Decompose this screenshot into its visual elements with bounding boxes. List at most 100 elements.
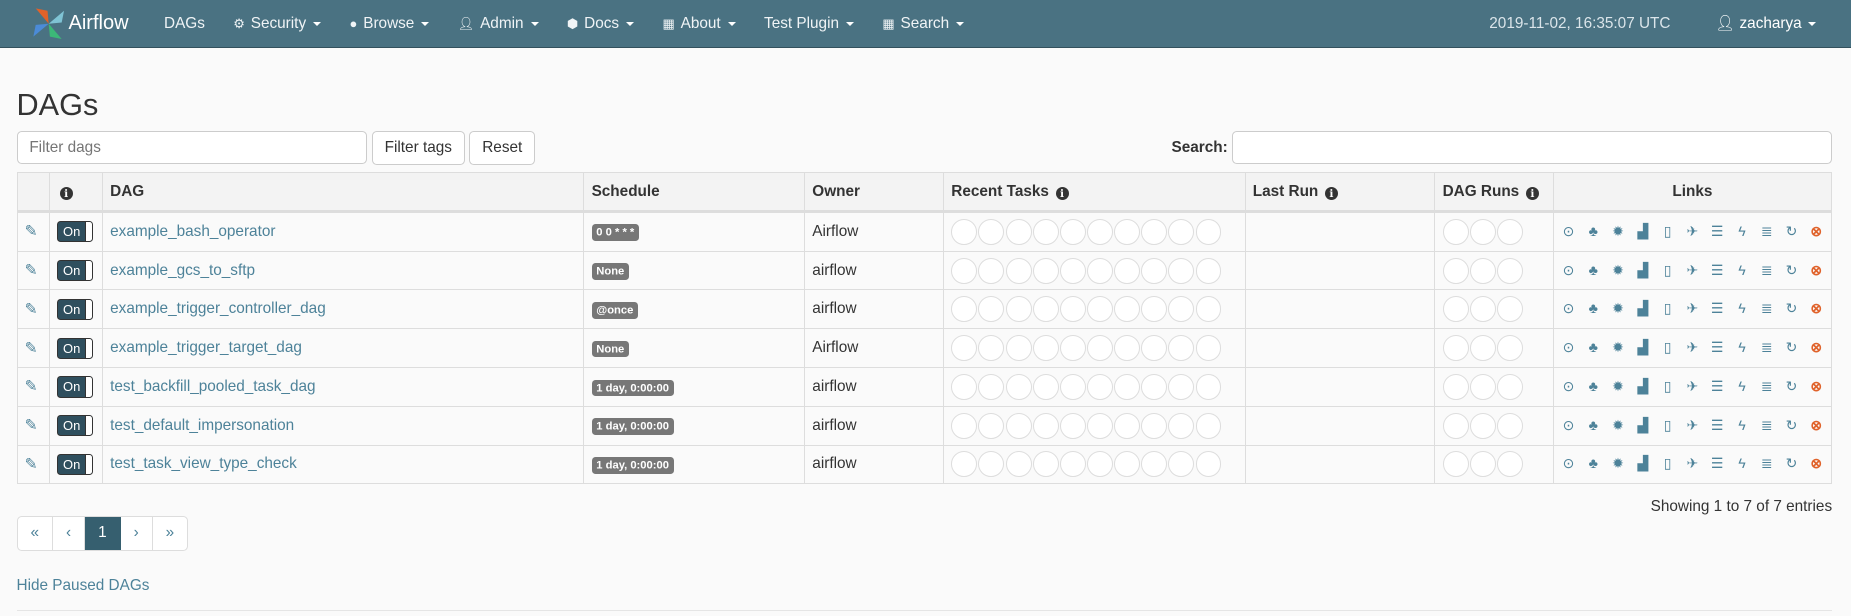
status-circle[interactable] — [951, 257, 978, 284]
last-page[interactable]: » — [165, 524, 175, 542]
tries-icon[interactable]: ☰ — [1710, 417, 1724, 434]
status-circle[interactable] — [1114, 335, 1141, 362]
status-circle[interactable] — [1032, 412, 1059, 439]
col-schedule[interactable]: Schedule — [583, 172, 806, 213]
status-circle[interactable] — [978, 412, 1005, 439]
refresh-icon[interactable]: ↻ — [1785, 417, 1798, 434]
status-circle[interactable] — [1032, 451, 1059, 478]
refresh-icon[interactable]: ↻ — [1785, 378, 1798, 395]
status-circle[interactable] — [1086, 296, 1113, 323]
status-circle[interactable] — [1059, 296, 1086, 323]
gantt-icon[interactable]: ✈ — [1686, 378, 1699, 395]
dag-toggle[interactable]: On — [57, 259, 93, 282]
status-circle[interactable] — [1442, 296, 1469, 323]
status-circle[interactable] — [1005, 412, 1032, 439]
gantt-icon[interactable]: ✈ — [1686, 301, 1699, 318]
trigger-dag-icon[interactable]: ⊙ — [1562, 456, 1575, 473]
status-circle[interactable] — [1141, 296, 1168, 323]
logs-icon[interactable]: ≣ — [1760, 262, 1773, 279]
dag-link[interactable]: test_default_impersonation — [110, 416, 295, 434]
status-circle[interactable] — [1496, 373, 1523, 400]
status-circle[interactable] — [1195, 218, 1222, 245]
tries-icon[interactable]: ☰ — [1710, 301, 1724, 318]
status-circle[interactable] — [978, 296, 1005, 323]
dag-toggle[interactable]: On — [57, 415, 93, 437]
code-icon[interactable]: ▯ — [1663, 301, 1672, 318]
status-circle[interactable] — [1032, 373, 1059, 400]
duration-icon[interactable]: ▟ — [1637, 223, 1649, 240]
edit-icon[interactable]: ✎ — [24, 417, 38, 435]
tree-view-icon[interactable]: ♣ — [1588, 456, 1598, 473]
status-circle[interactable] — [1114, 373, 1141, 400]
logs-icon[interactable]: ≣ — [1760, 417, 1773, 434]
status-circle[interactable] — [1195, 257, 1222, 284]
graph-view-icon[interactable]: ✹ — [1612, 340, 1625, 357]
filter-dags-input[interactable] — [16, 131, 368, 165]
status-circle[interactable] — [1032, 296, 1059, 323]
code-icon[interactable]: ▯ — [1663, 223, 1672, 240]
search-input[interactable] — [1232, 131, 1833, 165]
status-circle[interactable] — [1032, 257, 1059, 284]
code-icon[interactable]: ▯ — [1663, 340, 1672, 357]
col-owner[interactable]: Owner — [804, 172, 945, 213]
graph-view-icon[interactable]: ✹ — [1612, 262, 1625, 279]
user-menu[interactable]: 👤︎ zacharya — [1715, 14, 1816, 33]
refresh-icon[interactable]: ↻ — [1785, 301, 1798, 318]
dag-link[interactable]: test_task_view_type_check — [110, 455, 297, 473]
tree-view-icon[interactable]: ♣ — [1588, 262, 1598, 279]
first-page[interactable]: « — [18, 516, 54, 550]
status-circle[interactable] — [1032, 335, 1059, 362]
status-circle[interactable] — [1141, 218, 1168, 245]
status-circle[interactable] — [1195, 296, 1222, 323]
page-1[interactable]: 1 — [85, 516, 121, 550]
status-circle[interactable] — [1168, 412, 1195, 439]
tries-icon[interactable]: ☰ — [1710, 223, 1724, 240]
status-circle[interactable] — [1005, 373, 1032, 400]
status-circle[interactable] — [1114, 451, 1141, 478]
landing-times-icon[interactable]: ϟ — [1738, 262, 1746, 279]
tries-icon[interactable]: ☰ — [1710, 340, 1724, 357]
gantt-icon[interactable]: ✈ — [1686, 223, 1699, 240]
status-circle[interactable] — [1059, 373, 1086, 400]
status-circle[interactable] — [978, 257, 1005, 284]
status-circle[interactable] — [1442, 451, 1469, 478]
status-circle[interactable] — [1168, 257, 1195, 284]
status-circle[interactable] — [1086, 373, 1113, 400]
status-circle[interactable] — [1496, 218, 1523, 245]
refresh-icon[interactable]: ↻ — [1785, 223, 1798, 240]
landing-times-icon[interactable]: ϟ — [1738, 340, 1746, 357]
dag-toggle[interactable]: On — [57, 453, 93, 476]
duration-icon[interactable]: ▟ — [1637, 262, 1649, 279]
status-circle[interactable] — [1442, 218, 1469, 245]
status-circle[interactable] — [1496, 335, 1523, 362]
graph-view-icon[interactable]: ✹ — [1612, 301, 1625, 318]
gantt-icon[interactable]: ✈ — [1686, 262, 1699, 279]
logs-icon[interactable]: ≣ — [1760, 378, 1773, 395]
nav-dags[interactable]: DAGs — [164, 15, 205, 33]
status-circle[interactable] — [1141, 335, 1168, 362]
graph-view-icon[interactable]: ✹ — [1612, 417, 1625, 434]
status-circle[interactable] — [1032, 218, 1059, 245]
tree-view-icon[interactable]: ♣ — [1588, 340, 1598, 357]
status-circle[interactable] — [1005, 257, 1032, 284]
edit-icon[interactable]: ✎ — [24, 455, 38, 473]
delete-icon[interactable]: ⊗ — [1810, 223, 1823, 240]
graph-view-icon[interactable]: ✹ — [1612, 378, 1625, 395]
landing-times-icon[interactable]: ϟ — [1738, 417, 1746, 434]
delete-icon[interactable]: ⊗ — [1810, 378, 1823, 395]
edit-icon[interactable]: ✎ — [24, 262, 38, 280]
dag-toggle[interactable]: On — [57, 337, 93, 359]
tree-view-icon[interactable]: ♣ — [1588, 417, 1598, 434]
logs-icon[interactable]: ≣ — [1760, 223, 1773, 240]
tree-view-icon[interactable]: ♣ — [1588, 301, 1598, 318]
next-page[interactable]: › — [121, 516, 153, 550]
duration-icon[interactable]: ▟ — [1637, 456, 1649, 473]
graph-view-icon[interactable]: ✹ — [1612, 456, 1625, 473]
gantt-icon[interactable]: ✈ — [1686, 340, 1699, 357]
dag-link[interactable]: example_trigger_target_dag — [110, 339, 302, 357]
status-circle[interactable] — [1005, 296, 1032, 323]
edit-icon[interactable]: ✎ — [24, 339, 38, 357]
nav-browse[interactable]: ● Browse — [349, 15, 430, 33]
graph-view-icon[interactable]: ✹ — [1612, 223, 1625, 240]
status-circle[interactable] — [1442, 412, 1469, 439]
